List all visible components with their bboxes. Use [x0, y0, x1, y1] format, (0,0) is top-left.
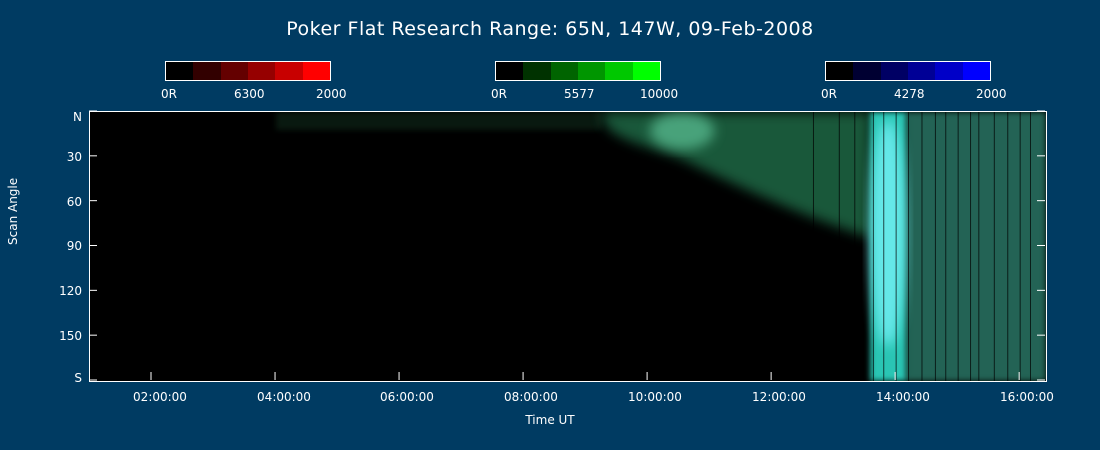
colorbar-6300: [165, 61, 331, 81]
colorbar-5577-min-label: 0R: [491, 87, 507, 101]
aurora-region-0: [601, 112, 871, 238]
y-tick-label: 150: [59, 329, 82, 343]
colorbar-swatch: [935, 62, 963, 80]
colorbar-5577-max-label: 10000: [640, 87, 679, 101]
colorbar-swatch: [247, 62, 276, 80]
chart-title: Poker Flat Research Range: 65N, 147W, 09…: [286, 18, 814, 40]
y-tick-label: 30: [66, 150, 82, 164]
aurora-region-2: [906, 112, 1046, 381]
y-axis-label: Scan Angle: [6, 177, 20, 245]
x-tick-label: 16:00:00: [1000, 390, 1054, 404]
colorbar-swatch: [523, 62, 551, 80]
colorbar-swatch: [605, 62, 633, 80]
substorm-core: [869, 120, 906, 347]
colorbar-6300-min-label: 0R: [161, 87, 177, 101]
y-tick-label: S: [74, 371, 82, 385]
x-tick-label: 14:00:00: [876, 390, 930, 404]
colorbar-4278: [825, 61, 991, 81]
colorbar-swatch: [880, 62, 908, 80]
x-tick-label: 08:00:00: [504, 390, 558, 404]
colorbar-swatch: [826, 62, 854, 80]
x-tick-label: 12:00:00: [752, 390, 806, 404]
x-tick-label: 06:00:00: [380, 390, 434, 404]
y-tick-label: 60: [66, 195, 82, 209]
colorbar-swatch: [166, 62, 194, 80]
y-tick-label: 90: [66, 239, 82, 253]
colorbar-swatch: [550, 62, 578, 80]
aurora-highlight: [649, 112, 715, 150]
colorbar-6300-mid-label: 6300: [234, 87, 265, 101]
colorbar-swatch: [962, 62, 990, 80]
y-tick-label: N: [73, 110, 82, 124]
colorbar-6300-max-label: 2000: [316, 87, 347, 101]
colorbar-5577-mid-label: 5577: [564, 87, 595, 101]
colorbar-swatch: [220, 62, 248, 80]
colorbar-swatch: [193, 62, 221, 80]
colorbar-swatch: [853, 62, 881, 80]
keogram-canvas: [276, 112, 1046, 381]
x-tick-label: 10:00:00: [628, 390, 682, 404]
colorbar-swatch: [632, 62, 660, 80]
keogram-plot: [89, 111, 1047, 382]
colorbar-swatch: [907, 62, 936, 80]
colorbar-swatch: [275, 62, 303, 80]
colorbar-swatch: [577, 62, 606, 80]
colorbar-5577: [495, 61, 661, 81]
colorbar-4278-max-label: 2000: [976, 87, 1007, 101]
x-tick-label: 04:00:00: [257, 390, 311, 404]
x-tick-label: 02:00:00: [133, 390, 187, 404]
y-tick-label: 120: [59, 284, 82, 298]
colorbar-4278-mid-label: 4278: [894, 87, 925, 101]
colorbar-4278-min-label: 0R: [821, 87, 837, 101]
haze-band: [276, 112, 602, 130]
colorbar-swatch: [302, 62, 330, 80]
colorbar-swatch: [496, 62, 524, 80]
x-axis-label: Time UT: [525, 413, 575, 427]
